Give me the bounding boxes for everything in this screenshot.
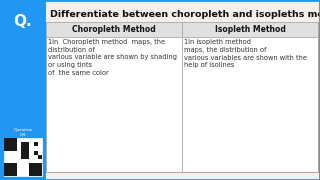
Bar [34, 168, 38, 172]
Text: 1In  Choropleth method  maps, the
distribution of
various variable are shown by : 1In Choropleth method maps, the distribu… [48, 39, 177, 76]
Bar [46, 22, 318, 172]
Bar [4, 142, 8, 147]
Bar [8, 147, 12, 151]
Bar [4, 138, 8, 142]
Bar [29, 168, 34, 172]
Bar [46, 22, 318, 37]
Bar [12, 147, 17, 151]
Polygon shape [179, 91, 231, 133]
Text: Isopleth Method: Isopleth Method [215, 25, 285, 34]
Bar [4, 168, 8, 172]
Bar [46, 0, 320, 180]
Bar [38, 172, 42, 176]
Bar [8, 172, 12, 176]
Text: Differentiate between choropleth and isopleths methods.: Differentiate between choropleth and iso… [50, 10, 320, 19]
Bar [4, 163, 8, 168]
Text: Choropleth Method: Choropleth Method [72, 25, 156, 34]
Bar [12, 163, 17, 168]
Bar [12, 168, 17, 172]
Bar [8, 168, 12, 172]
Bar [8, 142, 12, 147]
Bar [4, 172, 8, 176]
Bar [38, 155, 42, 159]
Text: Question
QR: Question QR [13, 128, 33, 136]
Bar [12, 138, 17, 142]
Bar [38, 163, 42, 168]
Bar [38, 168, 42, 172]
Bar [8, 163, 12, 168]
Bar [29, 163, 34, 168]
Bar [34, 163, 38, 168]
Bar [25, 151, 29, 155]
Bar [4, 147, 8, 151]
Bar [21, 147, 25, 151]
Bar [0, 0, 46, 180]
Text: 1In isopleth method
maps, the distribution of
various variables are shown with t: 1In isopleth method maps, the distributi… [184, 39, 307, 68]
Bar [12, 172, 17, 176]
Text: Q.: Q. [14, 15, 32, 30]
Bar [21, 142, 25, 147]
Bar [34, 151, 38, 155]
Bar [12, 142, 17, 147]
Bar [21, 155, 25, 159]
Bar [34, 172, 38, 176]
Bar [25, 155, 29, 159]
Bar [29, 172, 34, 176]
Bar [25, 142, 29, 147]
Bar [21, 151, 25, 155]
Bar [25, 147, 29, 151]
Bar [4, 138, 42, 176]
Bar [8, 138, 12, 142]
Bar [34, 142, 38, 147]
